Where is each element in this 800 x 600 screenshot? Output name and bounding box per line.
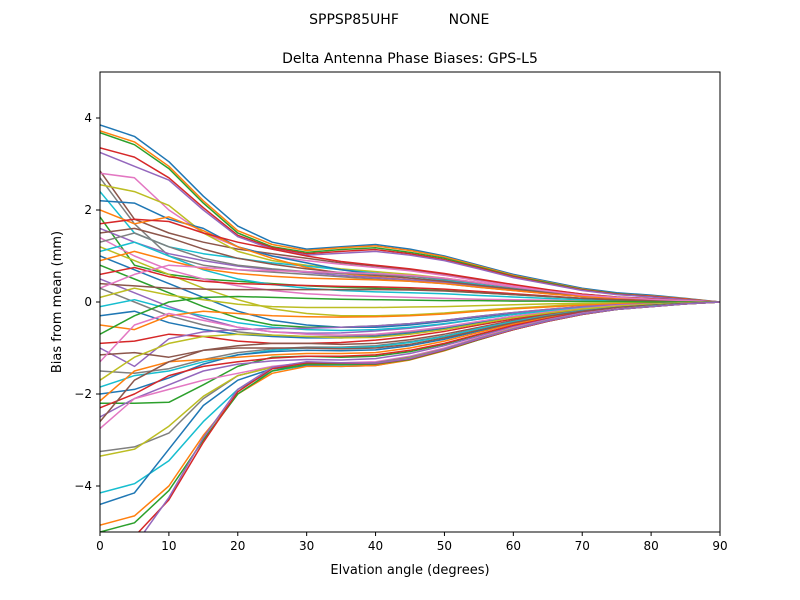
x-tick-label: 70 [575,539,590,553]
series-line-39 [100,301,720,381]
y-axis: −4 −2 0 2 4 [74,111,100,493]
series-line-35 [100,301,720,368]
series-line-27 [100,264,720,303]
x-axis-label: Elvation angle (degrees) [330,563,489,578]
x-tick-label: 30 [299,539,314,553]
series-line-1 [100,124,720,303]
series-line-26 [100,282,720,303]
y-tick-label: −2 [74,387,92,401]
y-tick-label: −4 [74,479,92,493]
series-line-46 [100,301,720,423]
x-axis: 0 10 20 30 40 50 60 70 80 90 [96,532,728,553]
y-axis-label: Bias from mean (mm) [50,231,65,373]
series-line-55 [143,301,720,532]
y-tick-label: 0 [84,295,92,309]
x-tick-label: 90 [712,539,727,553]
y-tick-label: 2 [84,203,92,217]
series-group [100,124,720,532]
x-tick-label: 50 [437,539,452,553]
x-tick-label: 0 [96,539,104,553]
series-line-32 [100,301,720,331]
chart-title: Delta Antenna Phase Biases: GPS-L5 [282,51,538,67]
x-tick-label: 80 [643,539,658,553]
figure-suptitle-right: NONE [449,12,490,28]
series-line-33 [100,295,720,335]
x-tick-label: 40 [368,539,383,553]
x-tick-label: 10 [161,539,176,553]
x-tick-label: 60 [506,539,521,553]
figure-suptitle-left: SPPSP85UHF [309,12,399,28]
series-line-20 [100,241,720,303]
series-line-5 [100,151,720,303]
series-line-29 [100,287,720,309]
y-tick-label: 4 [84,111,92,125]
series-line-22 [100,250,720,303]
x-tick-label: 20 [230,539,245,553]
